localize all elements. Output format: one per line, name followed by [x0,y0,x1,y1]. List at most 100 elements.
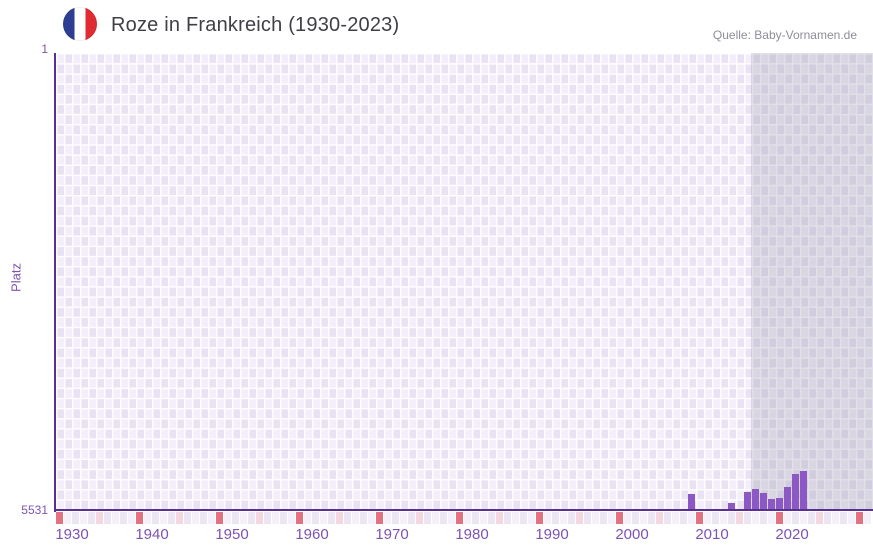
year-cell [687,512,695,524]
y-tick-top: 1 [41,42,48,56]
year-cell [143,512,151,524]
year-cell [543,512,551,524]
year-cell [239,512,247,524]
year-cell [167,512,175,524]
x-tick-label-1960: 1960 [295,526,329,543]
mid-decade-marker-cell [415,512,423,524]
decade-marker-cell [535,512,543,524]
rank-bar-2016 [743,492,751,510]
year-cell [847,512,855,524]
decade-marker-cell [775,512,783,524]
rank-bar-2020 [775,498,783,510]
year-cell [103,512,111,524]
page-title: Roze in Frankreich (1930-2023) [111,14,400,36]
rank-bar-2023 [799,471,807,510]
year-cell [551,512,559,524]
year-cell [391,512,399,524]
year-cell [823,512,831,524]
year-cell [751,512,759,524]
year-cell [159,512,167,524]
rank-bar-2014 [727,503,735,510]
rank-bar-2021 [783,487,791,510]
year-cell [759,512,767,524]
year-cell [79,512,87,524]
year-cell [71,512,79,524]
year-cell [719,512,727,524]
year-cell [623,512,631,524]
mid-decade-marker-cell [735,512,743,524]
year-cell [231,512,239,524]
decade-marker-cell [55,512,63,524]
year-cell [791,512,799,524]
x-tick-label-2020: 2020 [775,526,809,543]
year-cell [799,512,807,524]
year-cell [503,512,511,524]
year-cell [151,512,159,524]
x-tick-label-1950: 1950 [215,526,249,543]
x-tick-label-1940: 1940 [135,526,169,543]
y-tick-bottom: 5531 [21,503,48,517]
mid-decade-marker-cell [175,512,183,524]
rank-bar-2019 [767,499,775,510]
year-cell [783,512,791,524]
plot-grid-background [56,53,873,510]
year-cell [63,512,71,524]
rank-bar-2017 [751,489,759,510]
year-cell [191,512,199,524]
year-cell [399,512,407,524]
year-cell [639,512,647,524]
x-tick-label-1930: 1930 [55,526,89,543]
x-tick-label-2010: 2010 [695,526,729,543]
year-cell [727,512,735,524]
year-cell [119,512,127,524]
year-cell [383,512,391,524]
x-tick-label-1980: 1980 [455,526,489,543]
year-cell [263,512,271,524]
year-cell [711,512,719,524]
y-axis-line [54,53,56,512]
year-cell [407,512,415,524]
year-cell [111,512,119,524]
mid-decade-marker-cell [95,512,103,524]
year-cell [567,512,575,524]
year-cell [583,512,591,524]
year-cell [463,512,471,524]
year-cell [479,512,487,524]
year-cell [127,512,135,524]
year-cell [559,512,567,524]
x-axis-line [54,509,873,511]
year-cell [527,512,535,524]
year-cell [199,512,207,524]
year-cell [207,512,215,524]
mid-decade-marker-cell [255,512,263,524]
mid-decade-marker-cell [655,512,663,524]
year-cell [327,512,335,524]
year-cell [807,512,815,524]
year-cell [511,512,519,524]
decade-marker-cell [855,512,863,524]
year-cell [679,512,687,524]
decade-marker-cell [375,512,383,524]
year-cell [703,512,711,524]
year-cell [271,512,279,524]
x-tick-label-1970: 1970 [375,526,409,543]
year-marker-strip [55,512,873,524]
year-cell [519,512,527,524]
rank-bar-2009 [687,494,695,510]
mid-decade-marker-cell [335,512,343,524]
year-cell [743,512,751,524]
year-cell [767,512,775,524]
mid-decade-marker-cell [575,512,583,524]
rank-bar-2022 [791,474,799,510]
source-attribution: Quelle: Baby-Vornamen.de [712,28,857,42]
year-cell [631,512,639,524]
year-cell [351,512,359,524]
decade-marker-cell [695,512,703,524]
year-cell [319,512,327,524]
year-cell [487,512,495,524]
decade-marker-cell [455,512,463,524]
decade-marker-cell [215,512,223,524]
year-cell [279,512,287,524]
year-cell [439,512,447,524]
year-cell [343,512,351,524]
